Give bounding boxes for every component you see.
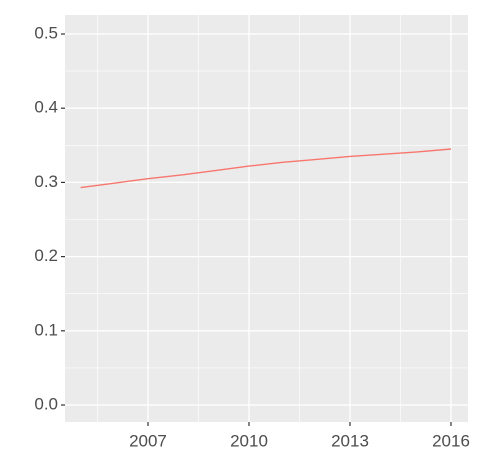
y-tick-label: 0.4 bbox=[34, 98, 58, 117]
data-line bbox=[80, 148, 452, 189]
panel bbox=[65, 15, 468, 422]
x-tick-label: 2010 bbox=[230, 431, 268, 450]
y-tick-label: 0.1 bbox=[34, 320, 58, 339]
y-tick-label: 0.3 bbox=[34, 172, 58, 191]
x-tick-label: 2007 bbox=[129, 431, 167, 450]
y-tick-label: 0.5 bbox=[34, 23, 58, 42]
x-tick-label: 2016 bbox=[432, 431, 470, 450]
y-tick-label: 0.2 bbox=[34, 246, 58, 265]
x-tick-label: 2013 bbox=[331, 431, 369, 450]
y-tick-label: 0.0 bbox=[34, 394, 58, 413]
